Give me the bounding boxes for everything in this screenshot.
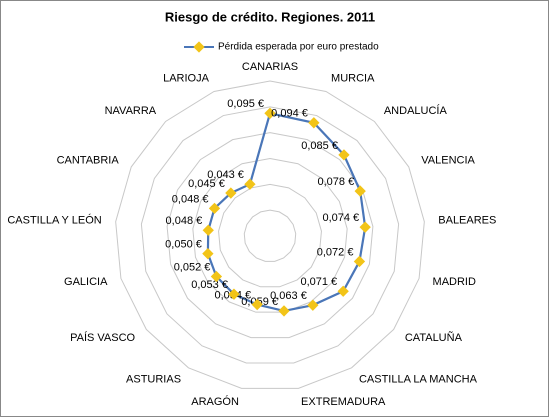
category-label: ANDALUCÍA: [384, 104, 448, 117]
category-label: CASTILLA Y LEÓN: [7, 213, 101, 226]
category-label: CANARIAS: [242, 61, 298, 73]
category-label: NAVARRA: [105, 105, 157, 117]
data-label: 0,048 €: [166, 215, 203, 227]
data-label: 0,095 €: [227, 98, 264, 110]
data-point: [202, 248, 214, 260]
data-point: [338, 149, 350, 161]
data-point: [225, 187, 237, 199]
grid-ring: [218, 183, 322, 288]
grid-ring: [243, 209, 297, 262]
data-label: 0,071 €: [300, 276, 337, 288]
data-label: 0,043 €: [207, 169, 244, 181]
data-point: [354, 185, 366, 197]
data-label: 0,048 €: [172, 193, 209, 205]
data-point: [244, 178, 256, 190]
data-point: [353, 255, 366, 268]
category-label: PAÍS VASCO: [70, 331, 135, 344]
category-label: MADRID: [433, 276, 476, 288]
grid-ring: [115, 80, 425, 389]
data-label: 0,074 €: [322, 212, 359, 224]
category-label: BALEARES: [438, 214, 496, 226]
data-point: [208, 202, 221, 215]
category-label: MURCIA: [331, 72, 375, 84]
category-label: EXTREMADURA: [301, 396, 386, 408]
data-label: 0,094 €: [271, 108, 308, 120]
data-point: [210, 270, 223, 283]
category-label: ASTURIAS: [126, 374, 181, 386]
category-label: LARIOJA: [163, 72, 210, 84]
grid-ring: [166, 132, 374, 339]
data-label: 0,085 €: [301, 140, 338, 152]
data-point: [251, 298, 263, 311]
data-label: 0,072 €: [317, 246, 354, 258]
data-point: [278, 305, 290, 317]
data-point: [337, 285, 349, 297]
data-point: [359, 221, 371, 233]
chart-title: Riesgo de crédito. Regiones. 2011: [165, 9, 375, 24]
grid-ring: [192, 157, 348, 313]
data-label: 0,063 €: [270, 290, 307, 302]
data-point: [307, 299, 319, 311]
data-label: 0,050 €: [165, 239, 202, 251]
data-point: [228, 288, 240, 300]
category-label: GALICIA: [64, 276, 108, 288]
category-label: CATALUÑA: [405, 331, 463, 344]
data-label: 0,053 €: [191, 279, 228, 291]
data-label: 0,078 €: [317, 176, 354, 188]
category-label: CASTILLA LA MANCHA: [359, 374, 478, 386]
category-label: ARAGÓN: [191, 395, 239, 408]
category-label: CANTABRIA: [57, 155, 120, 167]
grid-ring: [140, 106, 400, 364]
data-label: 0,052 €: [174, 261, 211, 273]
data-point: [202, 224, 214, 236]
legend-label: Pérdida esperada por euro prestado: [218, 42, 379, 53]
data-label: 0,045 €: [188, 178, 225, 190]
category-label: VALENCIA: [421, 155, 475, 167]
legend-marker: [193, 41, 205, 53]
